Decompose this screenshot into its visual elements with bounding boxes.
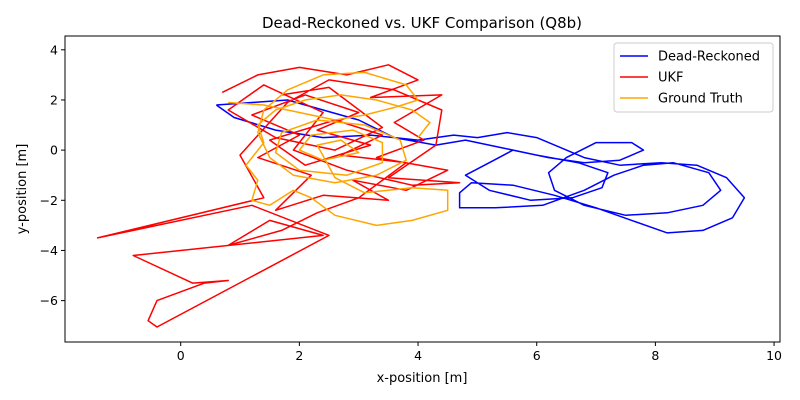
x-tick-label: 2 — [295, 348, 303, 363]
legend-label-2: Ground Truth — [658, 92, 743, 107]
plot-area — [96, 64, 746, 328]
y-axis-label: y-position [m] — [15, 144, 30, 235]
x-tick-label: 4 — [414, 348, 422, 363]
legend-label-0: Dead-Reckoned — [658, 50, 760, 65]
series-line-0 — [215, 99, 746, 234]
legend-label-1: UKF — [658, 71, 684, 86]
y-tick-label: −2 — [40, 193, 58, 208]
legend-box — [613, 42, 774, 113]
chart-title: Dead-Reckoned vs. UKF Comparison (Q8b) — [262, 14, 582, 32]
x-tick-label: 0 — [177, 348, 185, 363]
x-tick-label: 8 — [651, 348, 659, 363]
plot-frame — [64, 35, 781, 343]
y-tick-label: 2 — [50, 92, 58, 107]
x-axis: 0 2 4 6 8 10 — [177, 342, 782, 363]
y-tick-label: 4 — [50, 42, 58, 57]
legend: Dead-Reckoned UKF Ground Truth — [613, 42, 774, 113]
y-tick-label: 0 — [50, 143, 58, 158]
y-tick-label: −6 — [40, 293, 58, 308]
x-tick-label: 10 — [766, 348, 782, 363]
series-line-2 — [228, 71, 449, 227]
y-axis: −6 −4 −2 0 2 4 — [40, 42, 65, 308]
x-tick-label: 6 — [533, 348, 541, 363]
series-line-1 — [96, 64, 461, 328]
y-tick-label: −4 — [40, 243, 58, 258]
x-axis-label: x-position [m] — [377, 371, 468, 386]
